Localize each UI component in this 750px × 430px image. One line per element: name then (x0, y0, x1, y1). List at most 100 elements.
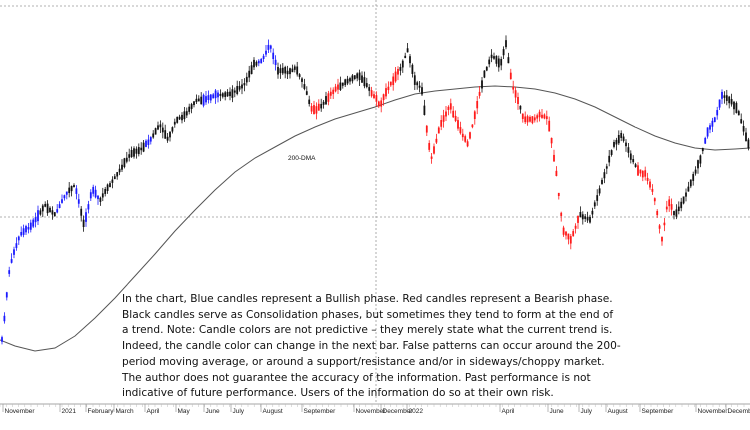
candle-body-94 (226, 91, 229, 97)
candle-body-223 (536, 115, 539, 119)
candle-body-200 (481, 80, 483, 89)
candle-body-212 (509, 72, 512, 80)
candle-body-49 (118, 168, 121, 173)
candle-body-143 (344, 79, 347, 86)
moving-average-label: 200-DMA (288, 155, 316, 162)
candle-body-85 (205, 96, 207, 103)
candle-body-167 (401, 60, 404, 68)
candle-body-8 (20, 231, 23, 236)
candle-body-71 (171, 127, 174, 132)
candle-body-93 (224, 92, 227, 97)
candle-body-163 (392, 76, 395, 86)
candle-body-43 (104, 188, 107, 194)
candle-body-199 (478, 91, 481, 96)
candle-body-70 (169, 131, 171, 138)
x-tick-label-10: November (356, 408, 387, 415)
candle-body-29 (70, 185, 73, 192)
candle-body-97 (233, 90, 236, 93)
candle-body-177 (425, 125, 428, 133)
x-tick-label-7: July (233, 408, 245, 415)
candle-body-0 (1, 337, 3, 342)
candle-body-68 (164, 130, 167, 139)
candle-body-135 (325, 96, 327, 105)
candle-body-152 (365, 83, 368, 87)
candle-body-240 (577, 215, 579, 223)
candle-body-63 (152, 133, 155, 138)
candle-body-76 (183, 111, 186, 120)
candle-body-193 (464, 136, 467, 142)
candle-body-169 (406, 48, 409, 53)
candle-body-186 (447, 106, 450, 110)
candle-body-7 (17, 236, 20, 241)
candle-body-127 (305, 91, 308, 95)
candle-body-103 (248, 70, 251, 78)
candle-body-188 (452, 110, 455, 118)
candle-body-19 (46, 203, 49, 214)
candle-body-13 (32, 219, 35, 227)
candle-body-42 (101, 193, 104, 198)
candle-body-206 (495, 55, 498, 64)
candle-body-57 (137, 147, 140, 155)
candle-body-80 (193, 101, 195, 106)
candle-body-24 (58, 204, 61, 208)
candle-body-310 (745, 132, 747, 141)
candle-body-142 (341, 82, 344, 86)
candle-body-145 (349, 78, 351, 82)
candle-body-148 (356, 73, 359, 79)
candle-body-284 (682, 196, 685, 204)
candle-body-226 (543, 114, 546, 119)
candle-body-32 (77, 199, 80, 204)
candle-body-239 (574, 225, 577, 229)
candle-body-69 (166, 136, 169, 141)
x-tick-label-14: June (550, 408, 564, 415)
candle-body-66 (159, 124, 162, 128)
candle-body-309 (742, 126, 745, 132)
candle-body-128 (308, 99, 311, 104)
candle-body-308 (740, 119, 743, 124)
candle-body-279 (670, 204, 673, 210)
x-tick-label-1: 2021 (62, 408, 77, 415)
candle-body-283 (680, 201, 683, 209)
moving-average-layer (0, 85, 750, 352)
candle-body-216 (519, 105, 522, 110)
candle-body-161 (387, 86, 390, 91)
candle-body-90 (217, 92, 219, 98)
candle-body-242 (581, 214, 584, 220)
candle-body-87 (209, 94, 212, 101)
candle-body-179 (430, 156, 433, 159)
candle-body-306 (735, 102, 738, 113)
candle-body-1 (3, 315, 6, 322)
candle-body-15 (37, 210, 39, 222)
candle-body-235 (565, 231, 567, 236)
candle-body-194 (466, 141, 469, 147)
candle-body-292 (701, 147, 704, 152)
candle-body-86 (207, 95, 210, 101)
candle-body-307 (737, 111, 740, 116)
candle-body-119 (286, 70, 289, 75)
candle-body-302 (725, 95, 728, 101)
candle-body-269 (646, 177, 649, 181)
candle-body-237 (569, 236, 572, 244)
candle-body-225 (541, 114, 543, 118)
candle-body-173 (416, 82, 419, 86)
candle-body-77 (185, 111, 188, 116)
candle-body-228 (548, 120, 551, 132)
candle-body-311 (747, 139, 750, 149)
candle-body-67 (161, 127, 164, 133)
candle-body-253 (608, 155, 611, 163)
x-tick-label-18: November (698, 408, 729, 415)
candle-body-151 (363, 77, 366, 87)
candle-body-14 (34, 217, 37, 223)
candle-body-111 (267, 44, 270, 50)
candle-body-62 (149, 137, 152, 142)
candle-body-272 (653, 198, 656, 202)
candle-body-232 (557, 192, 560, 197)
candle-body-234 (562, 227, 565, 235)
candle-body-296 (711, 120, 714, 127)
candle-body-213 (512, 86, 515, 90)
candle-body-218 (524, 116, 527, 123)
x-tick-label-8: August (263, 408, 283, 415)
candle-body-259 (622, 136, 625, 141)
x-tick-label-16: August (608, 408, 628, 415)
